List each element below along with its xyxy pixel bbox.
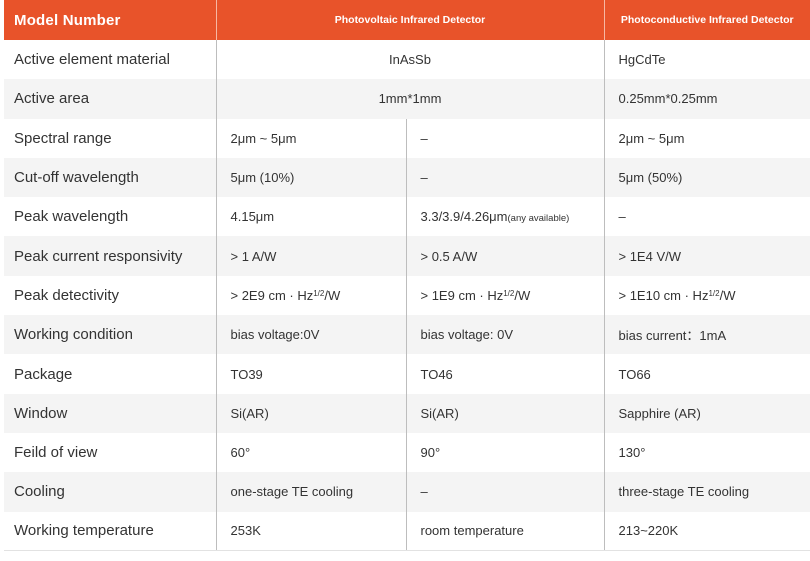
cell-pv-a: 60° xyxy=(216,432,407,473)
cell-pc: bias current：1mA xyxy=(618,328,727,344)
cell-pc: > 1E10 cm · Hz1/2/W xyxy=(604,276,810,315)
cell-pc: 5μm (50%) xyxy=(618,170,683,186)
row-label: Active element material xyxy=(4,40,217,80)
cell-note: (any available) xyxy=(507,213,570,225)
row-label: Working condition xyxy=(4,315,217,355)
cell-pv-b: 90° xyxy=(406,432,605,473)
row-label: Active area xyxy=(4,79,217,119)
table-row-area: Active area 1mm*1mm 0.25mm*0.25mm xyxy=(4,79,810,119)
cell-pv-b: – xyxy=(406,472,605,512)
table-row-detectivity: Peak detectivity > 2E9 cm · Hz1/2/W > 1E… xyxy=(4,275,810,316)
cell-pc: > 1E4 V/W xyxy=(618,248,682,264)
cell-pc: Sapphire (AR) xyxy=(618,405,701,421)
cell-pc: 130° xyxy=(618,445,646,461)
photoconductive-value: HgCdTe xyxy=(618,52,666,68)
cell-pv-a: 4.15μm xyxy=(216,197,407,237)
cell-pv-b: 3.3/3.9/4.26μm(any available) xyxy=(406,197,605,237)
table-row-field-of-view: Feild of view 60° 90° 130° xyxy=(4,432,810,473)
unit: /W xyxy=(514,287,531,303)
unit: /W xyxy=(324,287,341,303)
cell-pv-a: TO39 xyxy=(216,354,407,394)
cell-pv-b: bias voltage: 0V xyxy=(406,315,605,355)
table-row-working-condition: Working condition bias voltage:0V bias v… xyxy=(4,315,810,355)
cell-pv-a: one-stage TE cooling xyxy=(216,472,407,512)
photovoltaic-header: Photovoltaic Infrared Detector xyxy=(216,0,605,40)
photoconductive-value: 0.25mm*0.25mm xyxy=(618,91,718,107)
table-row-working-temperature: Working temperature 253K room temperatur… xyxy=(4,511,810,552)
cell-pv-a: > 2E9 cm · Hz1/2/W xyxy=(216,275,407,316)
cell-pc: three-stage TE cooling xyxy=(618,484,750,500)
row-label: Window xyxy=(4,393,217,433)
spec-table: Model Number Photovoltaic Infrared Detec… xyxy=(4,0,810,552)
photoconductive-header: Photoconductive Infrared Detector xyxy=(620,14,794,26)
cell-pv-a: Si(AR) xyxy=(216,393,407,433)
exponent: 1/2 xyxy=(708,288,720,298)
row-label: Peak current responsivity xyxy=(4,236,217,276)
table-row-material: Active element material InAsSb HgCdTe xyxy=(4,40,810,80)
header-row: Model Number Photovoltaic Infrared Detec… xyxy=(4,0,810,40)
table-row-responsivity: Peak current responsivity > 1 A/W > 0.5 … xyxy=(4,236,810,276)
cell-pv-b: > 0.5 A/W xyxy=(406,236,605,276)
cell-pv-b: Si(AR) xyxy=(406,393,605,433)
cell-pv-b: > 1E9 cm · Hz1/2/W xyxy=(406,275,605,316)
row-label: Package xyxy=(4,354,217,394)
model-number-header: Model Number xyxy=(4,0,217,40)
exponent: 1/2 xyxy=(313,288,325,298)
row-label: Cooling xyxy=(4,472,217,512)
cell-pv-a: 2μm ~ 5μm xyxy=(216,118,407,158)
table-row-peak-wavelength: Peak wavelength 4.15μm 3.3/3.9/4.26μm(an… xyxy=(4,197,810,237)
cell-pv-a: > 1 A/W xyxy=(216,236,407,276)
table-row-cutoff: Cut-off wavelength 5μm (10%) – 5μm (50%) xyxy=(4,157,810,198)
row-label: Feild of view xyxy=(4,432,217,473)
photovoltaic-value: InAsSb xyxy=(216,40,605,80)
cell-value: > 1E10 cm · Hz xyxy=(618,287,709,303)
cell-pv-a: 253K xyxy=(216,511,407,552)
row-label: Spectral range xyxy=(4,118,217,158)
exponent: 1/2 xyxy=(503,288,515,298)
cell-value: > 1E9 cm · Hz xyxy=(420,287,504,303)
cell-pc: 213~220K xyxy=(604,511,810,552)
cell-value: > 2E9 cm · Hz xyxy=(230,287,314,303)
row-label: Peak detectivity xyxy=(4,275,217,316)
cell-pc: TO66 xyxy=(618,366,651,382)
photovoltaic-value: 1mm*1mm xyxy=(216,79,605,119)
table-row-package: Package TO39 TO46 TO66 xyxy=(4,354,810,394)
cell-pv-b: – xyxy=(406,157,605,198)
table-row-spectral: Spectral range 2μm ~ 5μm – 2μm ~ 5μm xyxy=(4,118,810,158)
cell-pc: – xyxy=(618,209,626,225)
cell-pc: 2μm ~ 5μm xyxy=(618,130,685,146)
row-label: Working temperature xyxy=(4,511,217,552)
table-row-window: Window Si(AR) Si(AR) Sapphire (AR) xyxy=(4,393,810,433)
table-header: Model Number Photovoltaic Infrared Detec… xyxy=(4,0,810,40)
cell-pv-b: room temperature xyxy=(406,511,605,552)
cell-pv-b: – xyxy=(406,118,605,158)
cell-pv-a: 5μm (10%) xyxy=(216,157,407,198)
row-label: Peak wavelength xyxy=(4,197,217,237)
cell-pv-a: bias voltage:0V xyxy=(216,315,407,355)
row-label: Cut-off wavelength xyxy=(4,157,217,198)
cell-pv-b: TO46 xyxy=(406,354,605,394)
cell-value: 3.3/3.9/4.26μm xyxy=(420,209,508,225)
unit: /W xyxy=(719,287,736,303)
table-row-cooling: Cooling one-stage TE cooling – three-sta… xyxy=(4,472,810,512)
